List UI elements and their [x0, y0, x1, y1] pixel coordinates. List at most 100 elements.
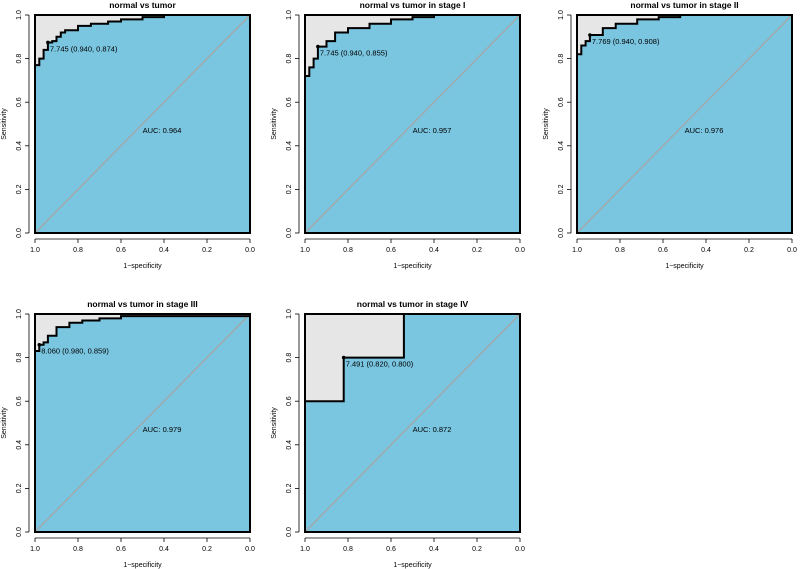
- x-tick-label: 1.0: [572, 247, 582, 254]
- y-tick-label: 0.2: [558, 184, 565, 194]
- y-tick-label: 0.4: [286, 141, 293, 151]
- y-tick-label: 0.8: [286, 54, 293, 64]
- chart-title: normal vs tumor in stage III: [87, 299, 198, 309]
- x-tick-label: 0.0: [787, 247, 797, 254]
- threshold-point: [316, 44, 320, 49]
- x-tick-label: 0.0: [245, 546, 255, 553]
- threshold-label: 7.745 (0.940, 0.874): [50, 44, 118, 53]
- x-tick-label: 0.6: [116, 247, 126, 254]
- y-tick-label: 0.4: [16, 141, 23, 151]
- y-tick-label: 0.8: [16, 353, 23, 363]
- y-axis: 0.0 0.2 0.4 0.6 0.8 1.0: [558, 10, 572, 238]
- chart-title: normal vs tumor in stage I: [360, 0, 466, 10]
- x-axis: 1.0 0.8 0.6 0.4 0.2 0.0: [30, 537, 255, 553]
- y-axis-label: Sensitivity: [1, 108, 8, 140]
- roc-curve: [34, 14, 250, 233]
- x-axis: 1.0 0.8 0.6 0.4 0.2 0.0: [300, 537, 525, 553]
- y-tick-label: 0.2: [16, 184, 23, 194]
- threshold-point: [37, 342, 42, 347]
- y-axis: 0.0 0.2 0.4 0.6 0.8 1.0: [16, 309, 30, 537]
- plot-frame: [576, 14, 793, 234]
- x-tick-label: 0.4: [701, 247, 711, 254]
- diagonal-reference-line: [304, 14, 521, 234]
- auc-label: AUC: 0.964: [143, 126, 182, 135]
- y-axis-label: Sensitivity: [271, 108, 278, 140]
- x-tick-label: 0.0: [515, 546, 525, 553]
- roc-curve: [304, 14, 520, 233]
- x-axis: 1.0 0.8 0.6 0.4 0.2 0.0: [30, 238, 255, 254]
- y-tick-label: 0.0: [286, 527, 293, 537]
- y-tick-label: 0.6: [286, 97, 293, 107]
- x-axis-label: 1−specificity: [123, 263, 162, 270]
- diagonal-reference-line: [34, 313, 251, 533]
- threshold-point: [46, 40, 50, 45]
- y-tick-label: 1.0: [558, 10, 565, 20]
- y-tick-label: 0.0: [16, 527, 23, 537]
- roc-panel-normal-vs-tumor: 7.745 (0.940, 0.874) AUC: 0.964 1.0 0.8 0.…: [1, 0, 255, 270]
- y-axis: 0.0 0.2 0.4 0.6 0.8 1.0: [286, 10, 300, 238]
- x-tick-label: 0.4: [159, 247, 169, 254]
- y-axis: 0.0 0.2 0.4 0.6 0.8 1.0: [286, 309, 300, 537]
- y-tick-label: 0.2: [286, 483, 293, 493]
- x-tick-label: 0.6: [658, 247, 668, 254]
- y-tick-label: 0.4: [558, 141, 565, 151]
- auc-label: AUC: 0.976: [685, 126, 724, 135]
- threshold-label: 7.491 (0.820, 0.800): [346, 360, 414, 369]
- x-tick-label: 0.8: [343, 247, 353, 254]
- y-tick-label: 1.0: [16, 309, 23, 319]
- y-axis-label: Sensitivity: [543, 108, 550, 140]
- x-tick-label: 0.8: [343, 546, 353, 553]
- y-axis-label: Sensitivity: [271, 407, 278, 439]
- roc-panel-stage-iii: 8.060 (0.980, 0.859) AUC: 0.979 1.0 0.8 0.…: [1, 299, 255, 569]
- y-tick-label: 0.2: [16, 483, 23, 493]
- x-tick-label: 0.6: [386, 247, 396, 254]
- plot-frame: [34, 313, 251, 533]
- x-axis-label: 1−specificity: [393, 263, 432, 270]
- x-tick-label: 1.0: [300, 546, 310, 553]
- y-tick-label: 1.0: [286, 309, 293, 319]
- y-tick-label: 0.6: [16, 396, 23, 406]
- x-tick-label: 0.2: [472, 247, 482, 254]
- y-tick-label: 0.6: [558, 97, 565, 107]
- y-tick-label: 0.2: [286, 184, 293, 194]
- x-tick-label: 1.0: [300, 247, 310, 254]
- roc-curve: [576, 14, 792, 233]
- y-tick-label: 1.0: [16, 10, 23, 20]
- roc-panel-stage-i: 7.745 (0.940, 0.855) AUC: 0.957 1.0 0.8 0.…: [271, 0, 525, 270]
- y-tick-label: 1.0: [286, 10, 293, 20]
- y-axis: 0.0 0.2 0.4 0.6 0.8 1.0: [16, 10, 30, 238]
- x-tick-label: 0.2: [472, 546, 482, 553]
- x-tick-label: 1.0: [30, 247, 40, 254]
- y-axis-label: Sensitivity: [1, 407, 8, 439]
- auc-label: AUC: 0.957: [413, 126, 452, 135]
- y-tick-label: 0.0: [558, 228, 565, 238]
- x-tick-label: 0.8: [615, 247, 625, 254]
- auc-label: AUC: 0.979: [143, 425, 182, 434]
- x-axis-label: 1−specificity: [665, 263, 704, 270]
- roc-panel-stage-ii: 7.769 (0.940, 0.908) AUC: 0.976 1.0 0.8 0.…: [543, 0, 797, 270]
- y-tick-label: 0.4: [16, 440, 23, 450]
- y-tick-label: 0.6: [286, 396, 293, 406]
- threshold-point: [588, 33, 592, 37]
- x-tick-label: 0.4: [429, 546, 439, 553]
- y-tick-label: 0.6: [16, 97, 23, 107]
- x-tick-label: 0.2: [202, 247, 212, 254]
- x-tick-label: 0.8: [73, 247, 83, 254]
- roc-panel-stage-iv: 7.491 (0.820, 0.800) AUC: 0.872 1.0 0.8 0.…: [271, 299, 525, 569]
- threshold-label: 8.060 (0.980, 0.859): [41, 347, 109, 356]
- y-tick-label: 0.8: [16, 54, 23, 64]
- plot-frame: [34, 14, 251, 234]
- x-tick-label: 0.6: [116, 546, 126, 553]
- threshold-point: [341, 355, 346, 360]
- x-tick-label: 0.0: [515, 247, 525, 254]
- x-tick-label: 0.0: [245, 247, 255, 254]
- y-tick-label: 0.0: [286, 228, 293, 238]
- x-tick-label: 0.4: [159, 546, 169, 553]
- x-tick-label: 0.8: [73, 546, 83, 553]
- chart-title: normal vs tumor in stage IV: [357, 299, 469, 309]
- diagonal-reference-line: [304, 313, 521, 533]
- x-tick-label: 0.2: [202, 546, 212, 553]
- diagonal-reference-line: [34, 14, 251, 234]
- y-tick-label: 0.8: [286, 353, 293, 363]
